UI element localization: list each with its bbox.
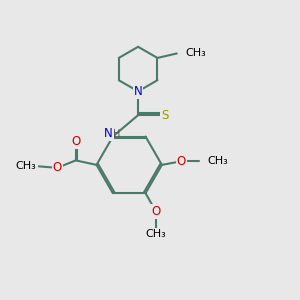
Text: N: N — [104, 127, 113, 140]
Text: CH₃: CH₃ — [207, 156, 228, 166]
Text: CH₃: CH₃ — [146, 229, 166, 239]
Text: O: O — [52, 161, 62, 174]
Text: O: O — [71, 135, 80, 148]
Text: CH₃: CH₃ — [15, 161, 36, 171]
Text: S: S — [161, 109, 169, 122]
Text: CH₃: CH₃ — [185, 49, 206, 58]
Text: O: O — [177, 155, 186, 168]
Text: O: O — [151, 205, 160, 218]
Text: N: N — [134, 85, 142, 98]
Text: H: H — [113, 129, 120, 139]
